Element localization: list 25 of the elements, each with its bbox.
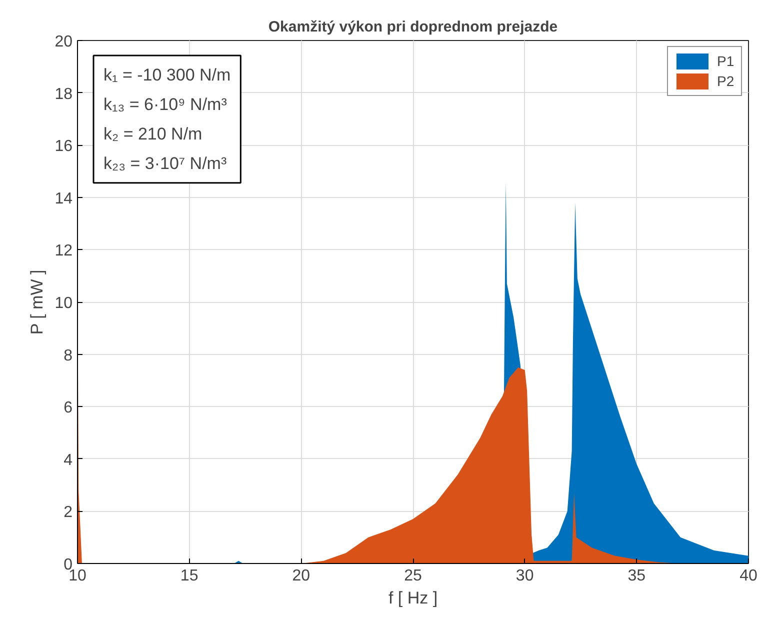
x-tick-label: 20	[292, 568, 310, 584]
annotation: k₁ = -10 300 N/m	[104, 66, 231, 84]
x-tick-label: 40	[740, 568, 758, 584]
y-axis-title: P [ mW ]	[28, 270, 47, 335]
y-tick-label: 6	[64, 400, 73, 417]
annotation: k₂₃ = 3·10⁷ N/m³	[104, 154, 227, 173]
x-axis-title: f [ Hz ]	[388, 588, 438, 608]
x-tick-label: 30	[516, 568, 534, 584]
y-tick-label: 20	[54, 34, 73, 50]
annotation: k₂ = 210 N/m	[104, 124, 202, 144]
x-tick-label: 35	[628, 568, 646, 584]
x-tick-label: 15	[180, 568, 198, 584]
y-tick-label: 12	[54, 242, 73, 260]
annotation: k₁₃ = 6·10⁹ N/m³	[104, 94, 228, 114]
y-tick-label: 14	[54, 190, 73, 208]
y-tick-label: 8	[64, 347, 73, 364]
y-tick-label: 2	[64, 504, 73, 522]
legend-label: P1	[717, 53, 736, 69]
x-tick-label: 25	[404, 568, 422, 584]
y-tick-label: 10	[54, 295, 73, 312]
y-tick-label: 16	[54, 138, 73, 156]
y-tick-label: 18	[54, 86, 73, 103]
legend-label: P2	[717, 73, 736, 89]
chart-title: Okamžitý výkon pri doprednom prejazde	[268, 18, 558, 36]
y-tick-label: 4	[64, 452, 73, 469]
